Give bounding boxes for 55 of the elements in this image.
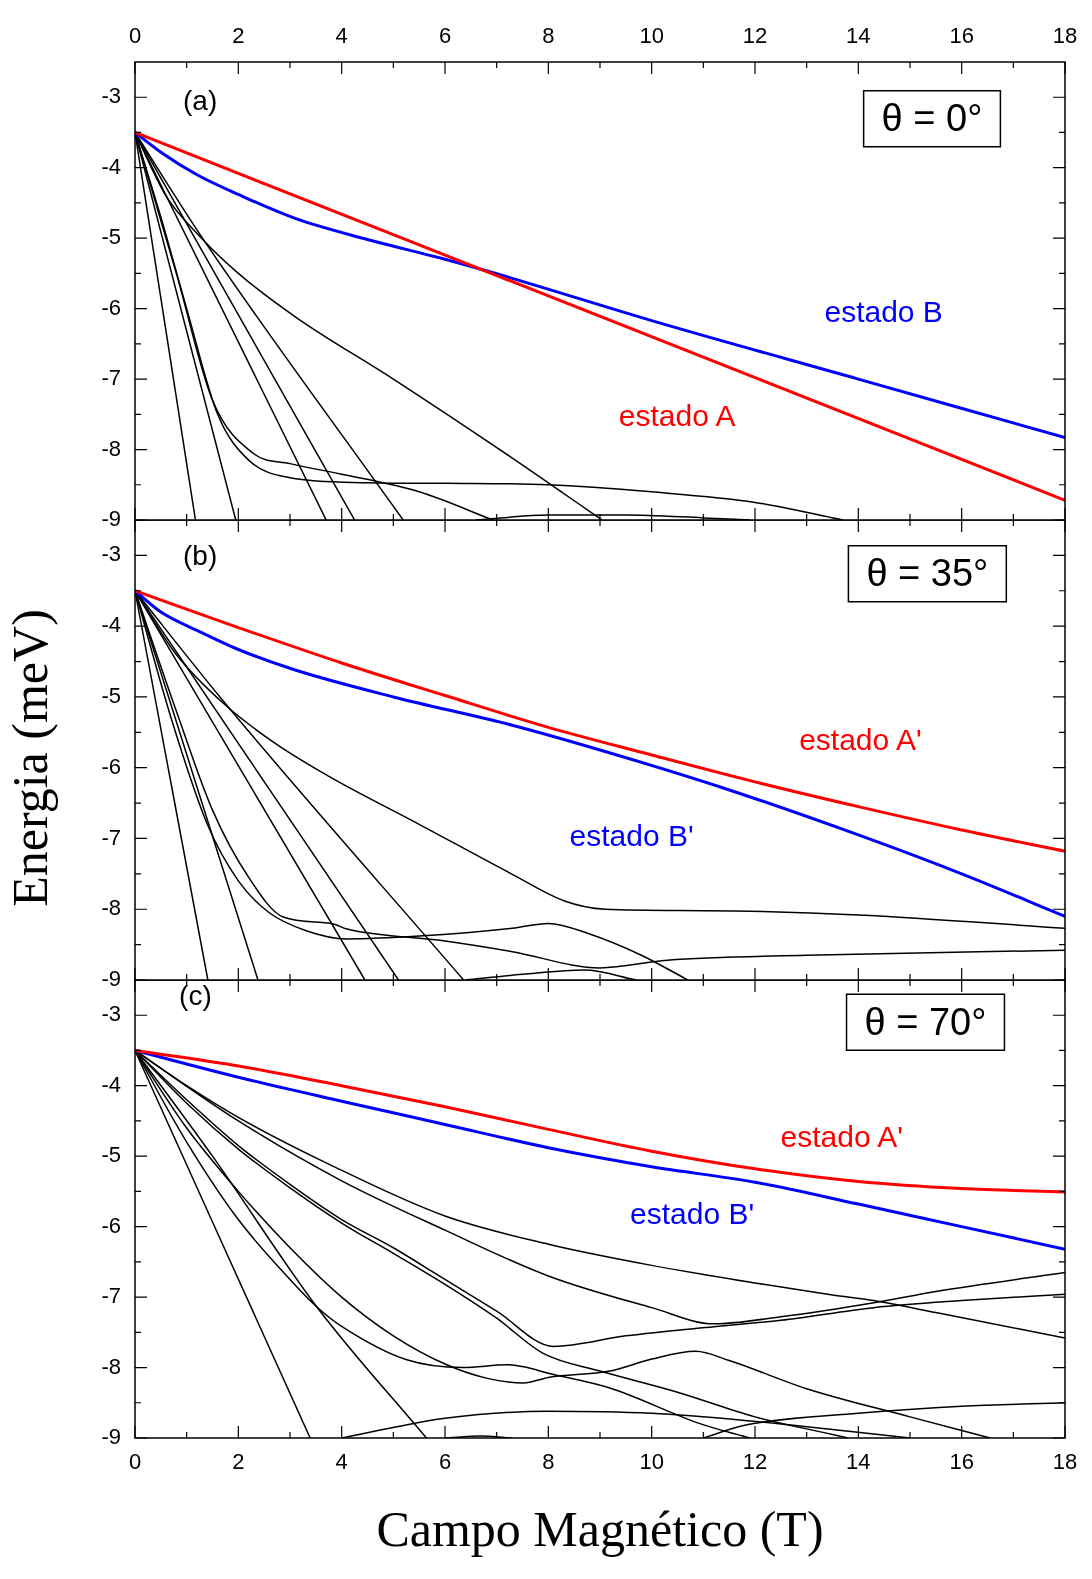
series-label: estado B (824, 295, 943, 329)
x2-tick-label: 18 (1052, 22, 1078, 48)
series-label: estado A' (799, 723, 922, 757)
y-tick-label: -5 (101, 1142, 121, 1168)
x2-tick-label: 6 (438, 22, 452, 48)
x-tick-label: 16 (949, 1449, 974, 1475)
y-tick-label: -6 (101, 294, 121, 320)
annotation: θ = 35° (866, 552, 989, 595)
y-tick-label: -7 (101, 365, 121, 391)
annotation: (c) (179, 979, 212, 1011)
x-tick-label: 2 (232, 1449, 245, 1475)
series-label: estado A (618, 399, 736, 433)
y-tick-label: -9 (101, 506, 121, 532)
x2-tick-label: 14 (846, 22, 871, 48)
x-tick-label: 14 (846, 1449, 871, 1475)
x-tick-label: 8 (542, 1449, 555, 1475)
x2-tick-label: 8 (542, 22, 555, 48)
y-tick-label: -3 (101, 83, 121, 109)
y-tick-label: -6 (101, 1212, 121, 1238)
series-label: estado B' (629, 1197, 755, 1231)
x-tick-label: 10 (639, 1449, 664, 1475)
x-tick-label: 4 (335, 1449, 348, 1475)
y-tick-label: -5 (101, 224, 121, 250)
series-label: estado A' (780, 1120, 904, 1154)
y-tick-label: -4 (101, 153, 121, 179)
x-tick-label: 0 (128, 1449, 142, 1475)
x2-tick-label: 16 (949, 22, 974, 48)
x2-tick-label: 2 (232, 22, 245, 48)
x-tick-label: 6 (438, 1449, 452, 1475)
y-tick-label: -4 (101, 612, 121, 638)
x2-tick-label: 4 (335, 22, 348, 48)
x2-tick-label: 10 (639, 22, 664, 48)
annotation: (b) (182, 539, 218, 571)
y-tick-label: -6 (101, 753, 121, 779)
y-tick-label: -9 (101, 1424, 121, 1450)
y-tick-label: -3 (101, 541, 121, 567)
y-tick-label: -8 (101, 435, 121, 461)
y-tick-label: -8 (101, 895, 121, 921)
series-label: estado B' (569, 819, 694, 853)
annotation: (a) (182, 84, 218, 116)
x-tick-label: 18 (1052, 1449, 1078, 1475)
x2-tick-label: 0 (128, 22, 142, 48)
y-tick-label: -8 (101, 1353, 121, 1379)
y-tick-label: -7 (101, 1283, 121, 1309)
y-tick-label: -4 (101, 1071, 121, 1097)
x-tick-label: 12 (742, 1449, 768, 1475)
x2-tick-label: 12 (742, 22, 768, 48)
y-tick-label: -9 (101, 966, 121, 992)
y-tick-label: -7 (101, 824, 121, 850)
y-tick-label: -3 (101, 1001, 121, 1027)
annotation: θ = 70° (864, 1000, 987, 1043)
annotation: θ = 0° (881, 97, 983, 140)
y-tick-label: -5 (101, 682, 121, 708)
x-axis-title: Campo Magnético (T) (375, 1500, 825, 1558)
y-axis-title: Energia (meV) (1, 608, 59, 909)
